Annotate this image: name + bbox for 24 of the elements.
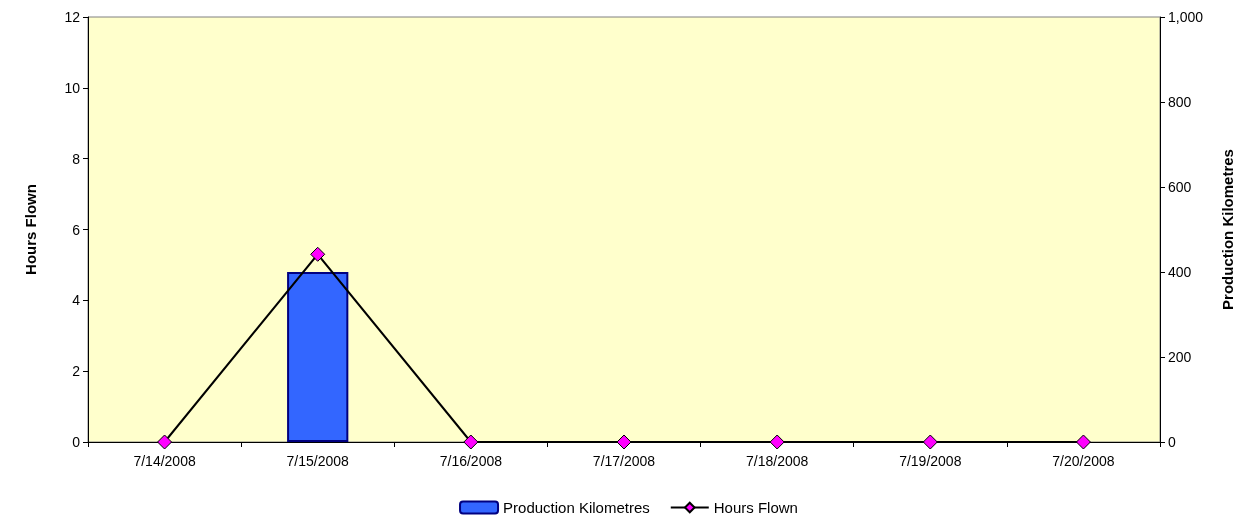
y-tick-label: 2 bbox=[72, 363, 81, 380]
y2-axis-title: Production Kilometres bbox=[1219, 149, 1236, 310]
y-tick-label: 0 bbox=[72, 434, 81, 450]
y2-tick-label: 0 bbox=[1168, 434, 1176, 450]
y2-tick-label: 400 bbox=[1168, 264, 1192, 280]
y2-tick-label: 1,000 bbox=[1168, 9, 1204, 25]
y2-tick-label: 600 bbox=[1168, 179, 1192, 195]
legend-label: Hours Flown bbox=[713, 499, 798, 516]
y2-tick-label: 200 bbox=[1168, 349, 1192, 365]
y-axis-title: Hours Flown bbox=[22, 184, 39, 275]
x-tick-label: 7/17/2008 bbox=[592, 453, 656, 469]
legend-label: Production Kilometres bbox=[503, 499, 650, 516]
x-tick-label: 7/20/2008 bbox=[1052, 453, 1115, 469]
y-tick-label: 12 bbox=[64, 9, 81, 25]
y-tick-label: 6 bbox=[72, 221, 81, 238]
x-tick-label: 7/15/2008 bbox=[286, 453, 350, 469]
x-tick-label: 7/14/2008 bbox=[133, 453, 196, 469]
y2-tick-label: 800 bbox=[1168, 94, 1192, 110]
x-tick-label: 7/18/2008 bbox=[745, 453, 809, 469]
x-tick-label: 7/16/2008 bbox=[439, 453, 503, 469]
x-tick-label: 7/19/2008 bbox=[899, 453, 962, 469]
y-tick-label: 10 bbox=[64, 79, 81, 96]
y-tick-label: 4 bbox=[72, 292, 81, 309]
y-tick-label: 8 bbox=[72, 150, 81, 167]
